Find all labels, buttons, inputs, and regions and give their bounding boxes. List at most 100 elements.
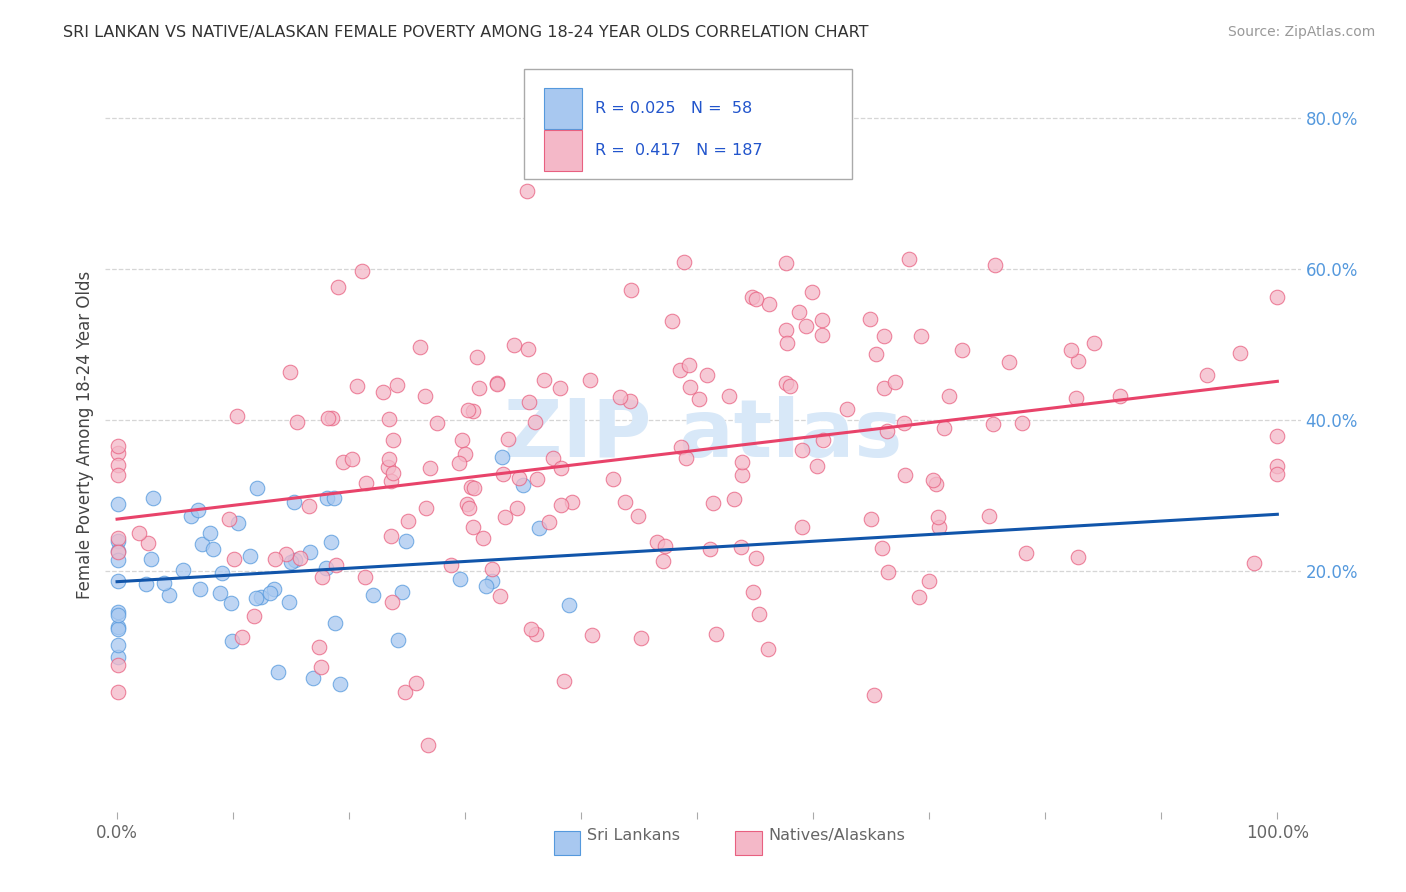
Point: [669, 363, 692, 377]
Point: [893, 467, 915, 482]
Point: [661, 314, 683, 328]
Point: [245, 591, 267, 606]
Point: [758, 297, 780, 311]
Point: [378, 412, 401, 426]
Point: [141, 552, 163, 566]
Point: [981, 417, 1004, 431]
Point: [731, 467, 754, 482]
Point: [620, 283, 643, 297]
Point: [298, 500, 321, 514]
Point: [157, 588, 180, 602]
Point: [329, 676, 352, 690]
Point: [321, 411, 343, 425]
Point: [1265, 459, 1288, 474]
Point: [107, 622, 129, 636]
Point: [486, 376, 509, 391]
FancyBboxPatch shape: [544, 87, 582, 129]
Point: [1083, 336, 1105, 351]
Point: [496, 432, 519, 446]
Point: [387, 632, 409, 647]
Point: [503, 337, 526, 351]
Point: [918, 574, 941, 588]
Point: [825, 96, 848, 111]
Point: [1108, 389, 1130, 403]
Point: [467, 350, 489, 364]
Point: [250, 591, 273, 605]
Point: [460, 480, 482, 494]
FancyBboxPatch shape: [735, 831, 762, 855]
Point: [475, 579, 498, 593]
Point: [107, 468, 129, 483]
Point: [219, 596, 242, 610]
Point: [226, 516, 249, 530]
Point: [454, 447, 477, 461]
Point: [745, 292, 768, 306]
Point: [416, 738, 439, 752]
Point: [426, 416, 449, 430]
Point: [908, 590, 931, 604]
Point: [211, 566, 233, 580]
Point: [512, 478, 534, 492]
Point: [811, 313, 834, 327]
Point: [1067, 549, 1090, 564]
Text: Sri Lankans: Sri Lankans: [588, 829, 681, 843]
Point: [302, 671, 325, 685]
Point: [107, 439, 129, 453]
Point: [1265, 467, 1288, 482]
Point: [315, 491, 337, 506]
Point: [319, 534, 342, 549]
Point: [775, 323, 797, 337]
Point: [983, 258, 1005, 272]
Point: [619, 394, 641, 409]
Text: Natives/Alaskans: Natives/Alaskans: [769, 829, 905, 843]
Point: [859, 512, 882, 526]
Point: [645, 535, 668, 549]
Point: [928, 520, 950, 534]
Point: [678, 358, 700, 372]
Point: [259, 586, 281, 600]
Point: [107, 458, 129, 472]
Point: [702, 496, 724, 510]
Point: [811, 434, 834, 448]
Point: [1243, 556, 1265, 570]
Point: [322, 491, 344, 505]
Point: [326, 280, 349, 294]
Point: [458, 501, 481, 516]
Point: [172, 564, 194, 578]
Point: [107, 544, 129, 558]
Point: [391, 585, 413, 599]
Point: [280, 555, 302, 569]
Point: [523, 415, 546, 429]
Point: [922, 473, 945, 487]
Point: [263, 582, 285, 596]
Point: [382, 466, 405, 480]
Point: [288, 551, 311, 566]
Point: [1197, 368, 1219, 382]
Point: [107, 531, 129, 545]
Point: [283, 495, 305, 509]
Point: [396, 514, 419, 528]
Point: [520, 622, 543, 636]
Point: [910, 329, 932, 343]
Point: [550, 460, 572, 475]
Point: [811, 327, 834, 342]
Point: [413, 389, 436, 403]
Point: [245, 482, 267, 496]
Point: [1067, 354, 1090, 368]
Point: [107, 574, 129, 589]
Point: [218, 512, 240, 526]
Point: [675, 450, 697, 465]
Point: [449, 572, 471, 586]
Point: [898, 252, 921, 267]
Point: [394, 685, 416, 699]
Point: [315, 560, 337, 574]
Point: [718, 389, 741, 403]
Point: [602, 472, 624, 486]
Point: [688, 392, 710, 406]
Point: [135, 577, 157, 591]
Point: [550, 498, 572, 512]
Point: [787, 305, 810, 319]
Point: [790, 520, 813, 534]
Point: [463, 520, 485, 534]
Point: [741, 290, 763, 304]
